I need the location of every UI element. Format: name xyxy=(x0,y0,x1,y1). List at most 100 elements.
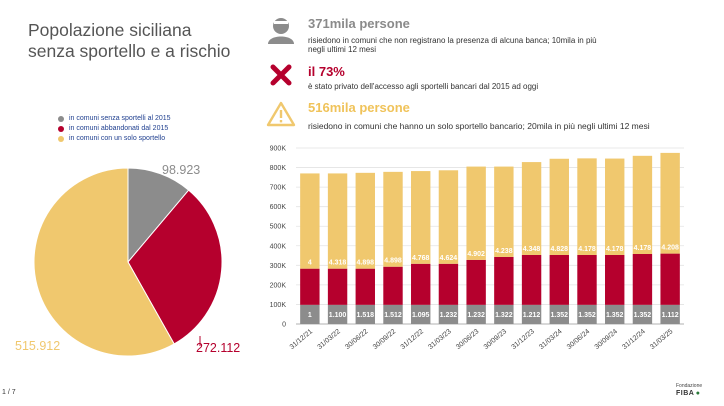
bar-data-label: 4.902 xyxy=(467,251,485,258)
bar-data-label: 4.238 xyxy=(495,248,513,255)
bar-segment xyxy=(521,304,542,324)
person-icon xyxy=(268,18,294,44)
bar-data-label: 4.898 xyxy=(357,260,375,267)
legend-label: in comuni abbandonati dal 2015 xyxy=(69,125,169,132)
title-line-1: Popolazione siciliana xyxy=(28,20,192,40)
bar-data-label: 4.178 xyxy=(606,246,624,253)
bar-segment xyxy=(411,171,431,264)
bar-data-label: 4.348 xyxy=(523,246,541,253)
stat-headline: 371mila persone xyxy=(308,16,410,31)
bar-segment xyxy=(494,166,514,257)
bar-segment xyxy=(660,152,680,254)
x-tick-label: 31/03/25 xyxy=(649,328,674,351)
legend-label: in comuni con un solo sportello xyxy=(69,135,166,142)
bar-data-label: 1.212 xyxy=(523,312,541,319)
bar-segment xyxy=(549,158,569,255)
bar-segment xyxy=(521,254,542,305)
bar-segment xyxy=(300,173,320,269)
bar-segment xyxy=(383,266,403,305)
legend-dot-red xyxy=(58,126,64,132)
bar-segment xyxy=(577,254,597,305)
bar-segment xyxy=(632,253,653,305)
bar-data-label: 1.095 xyxy=(412,312,430,319)
bar-data-label: 4.768 xyxy=(412,255,430,262)
bar-segment xyxy=(383,304,403,324)
x-icon xyxy=(270,64,292,86)
bar-segment xyxy=(438,263,459,305)
bar-segment xyxy=(411,304,431,324)
stat-description: risiedono in comuni che non registrano l… xyxy=(308,36,597,54)
bar-data-label: 4.898 xyxy=(384,258,402,265)
x-tick-label: 30/06/22 xyxy=(344,328,369,351)
bar-data-label: 1.352 xyxy=(606,312,624,319)
bar-data-label: 1.512 xyxy=(384,312,402,319)
pie-slice xyxy=(127,167,190,264)
x-tick-label: 30/06/24 xyxy=(566,328,591,351)
page-number: 1 / 7 xyxy=(2,389,16,396)
x-tick-label: 30/09/22 xyxy=(372,328,397,351)
bar-data-label: 1.352 xyxy=(578,312,596,319)
bar-segment xyxy=(577,304,597,324)
logo-small-text: Fondazione xyxy=(676,383,703,389)
bar-data-label: 1.322 xyxy=(495,312,513,319)
bar-data-label: 1.352 xyxy=(634,312,652,319)
bar-data-label: 4.828 xyxy=(551,246,569,253)
legend-item-yellow: in comuni con un solo sportello xyxy=(58,134,171,144)
bar-segment xyxy=(660,304,680,324)
bar-data-label: 4.178 xyxy=(578,246,596,253)
bar-segment xyxy=(300,268,320,305)
x-tick-label: 31/12/23 xyxy=(510,328,535,351)
y-tick-label: 500K xyxy=(270,224,287,231)
bar-data-label: 1.232 xyxy=(467,312,485,319)
stat-headline: 516mila persone xyxy=(308,100,410,115)
bar-segment xyxy=(355,268,375,305)
stat-headline: il 73% xyxy=(308,64,345,79)
pie-value-label: 515.912 xyxy=(15,339,60,353)
bar-segment xyxy=(605,254,625,305)
bar-data-label: 1.518 xyxy=(357,312,375,319)
stat-desc-line1: risiedono in comuni che non registrano l… xyxy=(308,36,597,45)
title-line-2: senza sportello e a rischio xyxy=(28,41,231,61)
bar-segment xyxy=(605,304,625,324)
x-tick-label: 30/09/23 xyxy=(483,328,508,351)
x-tick-label: 30/09/24 xyxy=(594,328,619,351)
bar-segment xyxy=(494,256,514,305)
y-tick-label: 600K xyxy=(270,204,287,211)
bar-segment xyxy=(549,304,569,324)
bar-segment xyxy=(660,253,680,305)
x-tick-label: 31/12/24 xyxy=(621,328,646,351)
pie-legend: in comuni senza sportelli al 2015 in com… xyxy=(58,114,171,144)
y-tick-label: 900K xyxy=(270,146,287,153)
legend-item-red: in comuni abbandonati dal 2015 xyxy=(58,124,171,134)
bar-segment xyxy=(521,162,542,255)
bar-segment xyxy=(494,304,514,324)
bar-segment xyxy=(466,304,486,324)
bar-data-label: 1 xyxy=(308,312,312,319)
y-tick-label: 700K xyxy=(270,185,287,192)
bar-segment xyxy=(383,171,403,267)
bar-segment xyxy=(466,166,486,260)
bar-segment xyxy=(438,170,459,264)
bar-segment xyxy=(605,158,625,255)
stacked-bar-chart: 0 100K 200K 300K 400K 500K 600K 700K 800K 900K 1 4 3… xyxy=(270,146,684,351)
fiba-logo: Fondazione FIBA ● xyxy=(676,383,702,398)
bar-data-label: 4.208 xyxy=(661,245,679,252)
legend-item-grey: in comuni senza sportelli al 2015 xyxy=(58,114,171,124)
bar-segment xyxy=(466,259,486,305)
bar-data-label: 4.318 xyxy=(329,260,347,267)
pie-chart: 98.923 272.112 515.912 xyxy=(15,163,240,357)
bar-segment xyxy=(327,173,348,269)
bar-data-label: 1.352 xyxy=(551,312,569,319)
bar-segment xyxy=(411,263,431,305)
bar-data-label: 4.178 xyxy=(634,245,652,252)
x-tick-label: 31/03/24 xyxy=(538,328,563,351)
bar-segment xyxy=(632,155,653,254)
bar-segment xyxy=(327,304,348,324)
logo-text: FIBA xyxy=(676,390,695,397)
x-tick-label: 31/12/21 xyxy=(289,328,314,351)
bar-data-label: 4.624 xyxy=(440,255,458,262)
y-tick-label: 0 xyxy=(282,322,286,329)
x-tick-label: 31/12/22 xyxy=(400,328,425,351)
pie-value-label: 272.112 xyxy=(196,341,240,355)
bar-segment xyxy=(300,304,320,324)
